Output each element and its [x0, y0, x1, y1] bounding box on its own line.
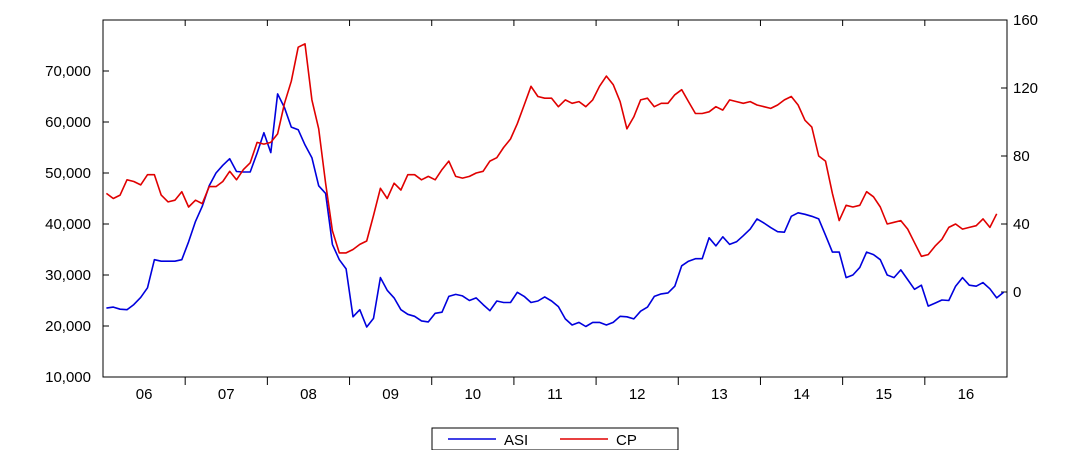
- left-tick-label: 40,000: [45, 216, 91, 233]
- right-y-axis: 0 40 80 120 160: [1001, 12, 1038, 301]
- legend-cp-label: CP: [616, 432, 637, 449]
- left-tick-label: 30,000: [45, 267, 91, 284]
- left-y-axis: 10,000 20,000 30,000 40,000 50,000 60,000 70,0…: [45, 63, 109, 386]
- plot-frame: [102, 19, 1008, 378]
- right-tick-label: 0: [1013, 284, 1021, 301]
- right-tick-label: 40: [1013, 216, 1030, 233]
- left-tick-label: 10,000: [45, 369, 91, 386]
- left-tick-label: 60,000: [45, 114, 91, 131]
- x-tick-label: 13: [711, 386, 728, 403]
- x-tick-label: 12: [629, 386, 646, 403]
- legend-box: [431, 427, 679, 450]
- left-tick-label: 50,000: [45, 165, 91, 182]
- series-line-cp: [105, 42, 998, 258]
- right-tick-label: 120: [1013, 80, 1038, 97]
- x-tick-label: 16: [958, 386, 975, 403]
- legend-asi-label: ASI: [504, 432, 528, 449]
- x-tick-label: 07: [218, 386, 235, 403]
- left-tick-label: 20,000: [45, 318, 91, 335]
- left-tick-label: 70,000: [45, 63, 91, 80]
- x-tick-label: 11: [547, 386, 563, 403]
- x-axis: 06 07 08 09 10 11 12 13 14 15 16: [136, 20, 975, 403]
- x-tick-label: 06: [136, 386, 153, 403]
- x-tick-label: 08: [300, 386, 317, 403]
- right-tick-label: 80: [1013, 148, 1030, 165]
- legend: ASI CP: [431, 427, 679, 450]
- x-tick-label: 15: [875, 386, 892, 403]
- x-tick-label: 10: [464, 386, 481, 403]
- right-tick-label: 160: [1013, 12, 1038, 29]
- x-tick-label: 09: [382, 386, 399, 403]
- series-line-asi: [106, 93, 1005, 328]
- series-lines: [105, 42, 1005, 328]
- x-tick-label: 14: [793, 386, 810, 403]
